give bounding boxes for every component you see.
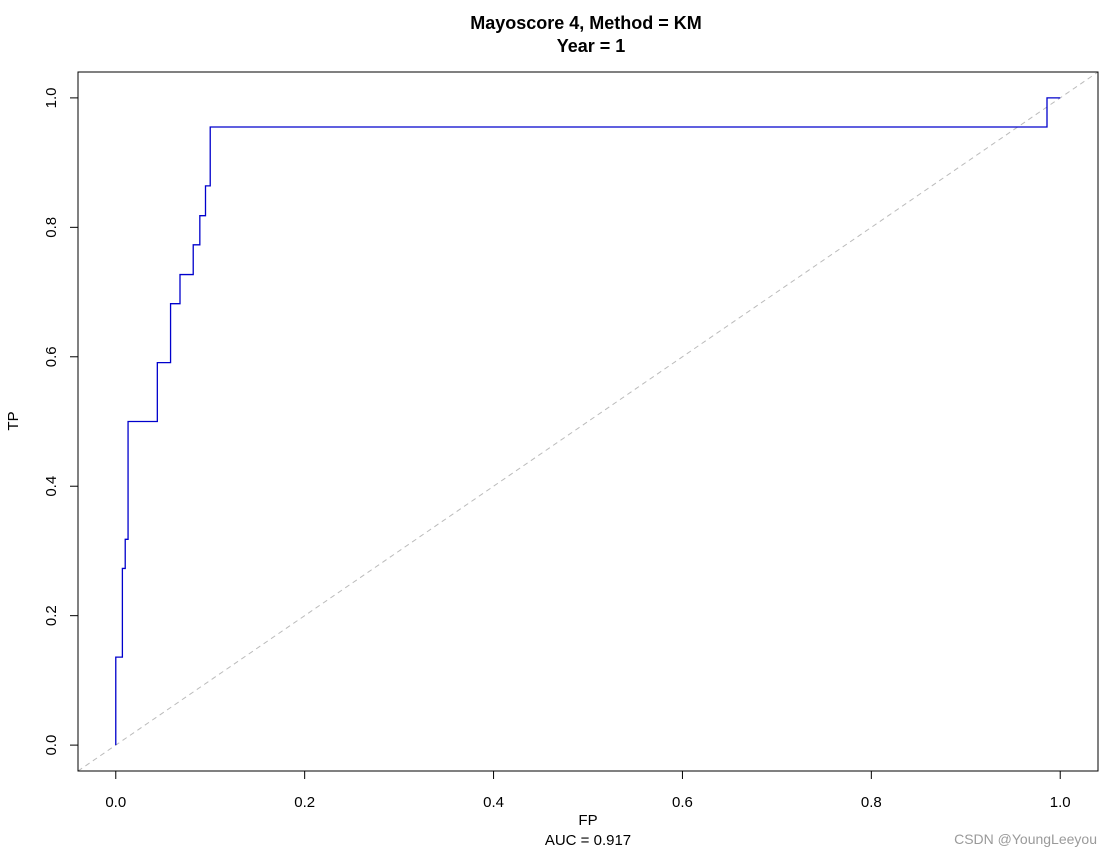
y-tick-label: 1.0: [43, 87, 60, 108]
reference-diagonal: [77, 71, 1099, 772]
x-tick-label: 0.4: [483, 794, 504, 811]
chart-subtitle: Year = 1: [557, 36, 626, 56]
y-tick-label: 0.0: [43, 735, 60, 756]
y-tick-label: 0.6: [43, 346, 60, 367]
x-tick-label: 0.0: [105, 794, 126, 811]
watermark: CSDN @YoungLeeyou: [954, 831, 1097, 847]
y-axis: 0.0 0.2 0.4 0.6 0.8 1.0: [43, 87, 79, 756]
y-axis-label: TP: [5, 411, 22, 430]
x-axis: 0.0 0.2 0.4 0.6 0.8 1.0: [105, 770, 1071, 811]
x-tick-label: 1.0: [1050, 794, 1071, 811]
roc-curve: [115, 97, 1061, 746]
x-tick-label: 0.8: [861, 794, 882, 811]
y-tick-label: 0.8: [43, 217, 60, 238]
plot-area: [77, 71, 1099, 772]
y-tick-label: 0.2: [43, 605, 60, 626]
chart-title: Mayoscore 4, Method = KM: [470, 13, 702, 33]
auc-label: AUC = 0.917: [545, 832, 631, 849]
x-axis-label: FP: [578, 812, 597, 829]
x-tick-label: 0.2: [294, 794, 315, 811]
y-tick-label: 0.4: [43, 476, 60, 497]
x-tick-label: 0.6: [672, 794, 693, 811]
